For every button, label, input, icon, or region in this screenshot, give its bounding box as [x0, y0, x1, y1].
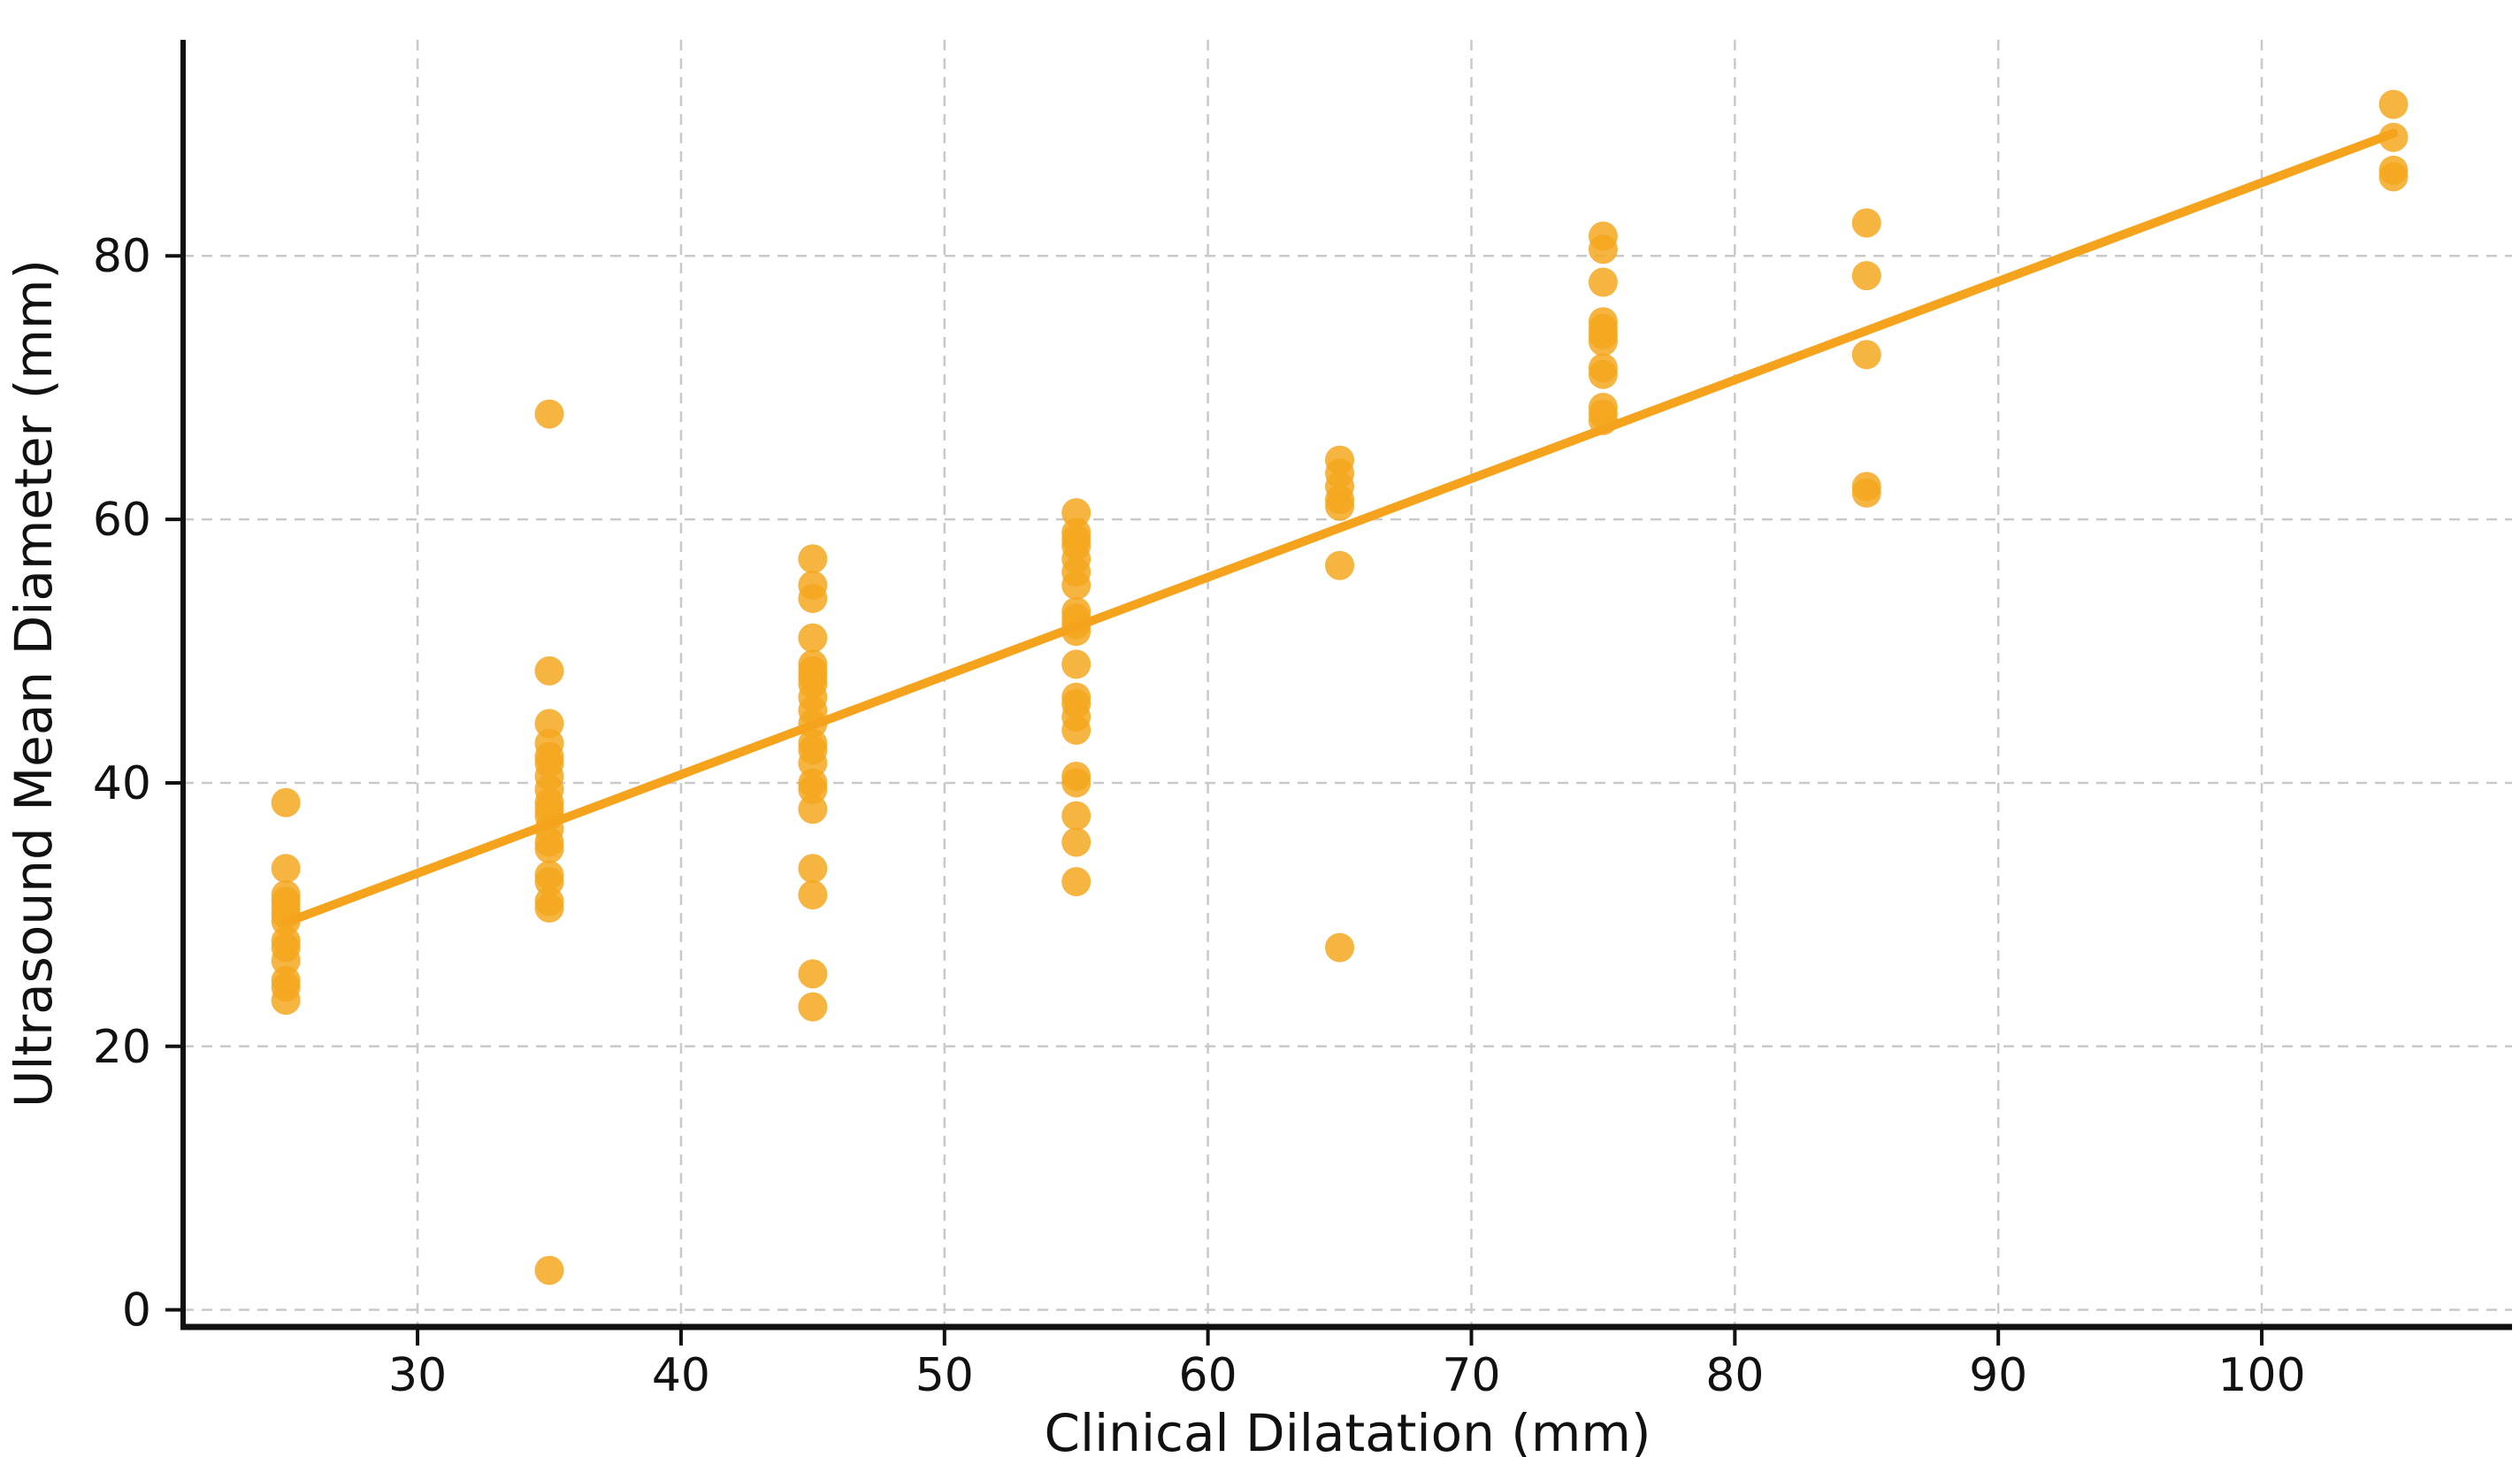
data-point: [271, 985, 301, 1016]
x-tick-label: 30: [388, 1349, 447, 1402]
data-point: [271, 787, 301, 817]
axes: [180, 40, 2512, 1330]
gridlines: [183, 40, 2512, 1327]
y-tick-label: 40: [93, 757, 151, 810]
data-point: [2378, 162, 2409, 192]
trend-line-layer: [281, 128, 2398, 927]
data-point: [798, 794, 828, 824]
data-point: [271, 854, 301, 884]
data-point: [1061, 715, 1091, 745]
data-point: [1851, 340, 1881, 370]
data-point: [534, 399, 564, 429]
y-tick-label: 60: [93, 494, 151, 547]
axis-ticks: 30 40 50 60 70 80 90 100 0 20 40 60 80: [93, 230, 2306, 1402]
data-point: [798, 854, 828, 884]
data-point: [1061, 571, 1091, 601]
data-point: [1588, 267, 1618, 297]
data-point: [2378, 89, 2409, 119]
data-point: [1061, 827, 1091, 857]
data-point: [1061, 867, 1091, 897]
x-tick-label: 100: [2217, 1349, 2305, 1402]
x-axis-label: Clinical Dilatation (mm): [1044, 1403, 1651, 1457]
x-tick-label: 60: [1179, 1349, 1237, 1402]
data-point: [1325, 550, 1355, 580]
data-point: [534, 833, 564, 863]
data-point: [1588, 326, 1618, 357]
data-point: [1851, 261, 1881, 291]
trend-line: [281, 128, 2398, 927]
data-point: [534, 656, 564, 686]
x-tick-label: 70: [1442, 1349, 1500, 1402]
data-point: [1588, 359, 1618, 389]
x-tick-label: 50: [915, 1349, 974, 1402]
y-tick-label: 80: [93, 230, 151, 283]
data-point: [534, 1255, 564, 1285]
data-point: [534, 893, 564, 923]
data-point: [798, 880, 828, 910]
x-tick-label: 90: [1969, 1349, 2027, 1402]
data-point: [1325, 932, 1355, 962]
y-tick-label: 0: [122, 1284, 151, 1338]
data-point: [798, 544, 828, 574]
data-point: [798, 583, 828, 613]
data-point: [798, 992, 828, 1022]
data-point: [1588, 234, 1618, 265]
x-tick-label: 80: [1705, 1349, 1764, 1402]
y-tick-label: 20: [93, 1021, 151, 1074]
data-point: [1851, 208, 1881, 238]
data-point: [1061, 768, 1091, 798]
data-point: [1061, 801, 1091, 831]
data-point: [1325, 491, 1355, 521]
scatter-points: [271, 89, 2409, 1285]
data-point: [1851, 478, 1881, 508]
y-axis-label: Ultrasound Mean Diameter (mm): [4, 259, 64, 1108]
data-point: [798, 623, 828, 653]
data-point: [798, 959, 828, 989]
x-tick-label: 40: [652, 1349, 710, 1402]
data-point: [1061, 649, 1091, 679]
